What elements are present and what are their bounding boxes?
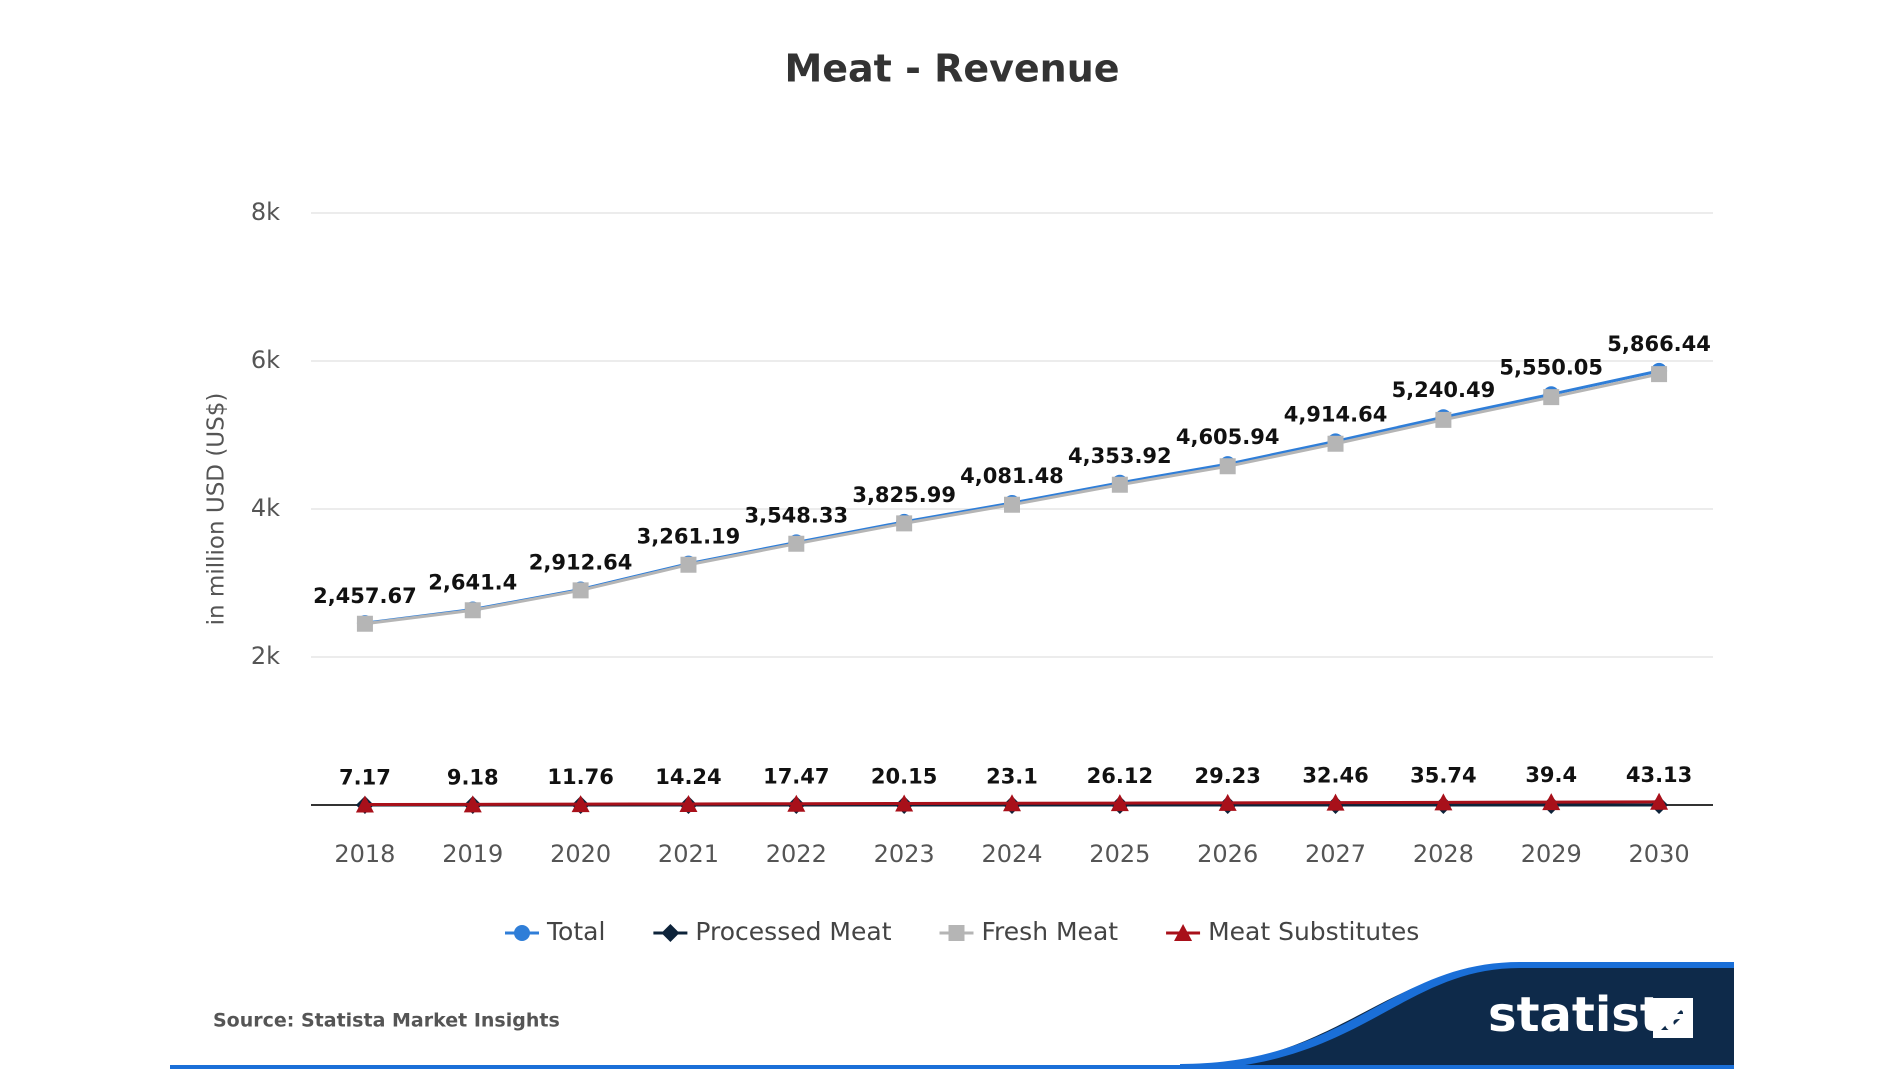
logo-icon [1653, 998, 1693, 1038]
x-tick-label: 2027 [1305, 840, 1366, 868]
point [1218, 793, 1237, 811]
point [679, 794, 698, 812]
point [1219, 458, 1236, 475]
data-label: 23.1 [986, 764, 1038, 788]
data-label: 20.15 [871, 765, 937, 789]
point [572, 582, 589, 599]
legend-label: Processed Meat [695, 917, 891, 946]
point [514, 925, 530, 941]
data-label: 9.18 [447, 765, 499, 789]
data-label: 39.4 [1525, 763, 1577, 787]
data-label: 3,548.33 [744, 503, 848, 527]
data-label: 4,353.92 [1068, 444, 1172, 468]
x-tick-label: 2030 [1629, 840, 1690, 868]
point [1174, 924, 1193, 941]
legend-label: Fresh Meat [982, 917, 1119, 946]
data-label: 11.76 [547, 765, 613, 789]
logo-wave [1180, 962, 1734, 1069]
data-label: 2,912.64 [529, 550, 633, 574]
x-tick-label: 2022 [766, 840, 827, 868]
data-label: 14.24 [655, 765, 721, 789]
x-tick-label: 2025 [1089, 840, 1150, 868]
point [464, 602, 481, 619]
point [571, 795, 590, 813]
source: Source: Statista Market Insights [213, 1010, 560, 1032]
y-tick-label: 2k [251, 642, 280, 670]
point [1004, 496, 1020, 513]
data-label: 2,457.67 [313, 584, 417, 608]
legend-item[interactable]: Meat Substitutes [1166, 917, 1419, 946]
point [1326, 793, 1345, 811]
legend-item[interactable]: Total [505, 917, 605, 946]
point [1435, 411, 1452, 428]
point [1651, 366, 1668, 383]
x-tick-label: 2024 [981, 840, 1042, 868]
data-label: 2,641.4 [428, 571, 517, 595]
x-tick-label: 2020 [550, 840, 611, 868]
point [1542, 793, 1561, 811]
legend-label: Meat Substitutes [1208, 917, 1419, 946]
point [1003, 794, 1021, 812]
x-tick-label: 2018 [334, 840, 395, 868]
data-label: 7.17 [339, 765, 391, 789]
data-label: 4,081.48 [960, 464, 1064, 488]
y-tick-label: 6k [251, 346, 280, 374]
y-tick-label: 4k [251, 494, 280, 522]
point [463, 795, 482, 813]
point [1111, 476, 1128, 493]
point [356, 615, 373, 632]
point [896, 515, 913, 532]
x-tick-label: 2019 [442, 840, 503, 868]
point [948, 925, 965, 941]
legend-item[interactable]: Fresh Meat [939, 917, 1119, 946]
data-label: 32.46 [1302, 764, 1368, 788]
data-label: 5,240.49 [1392, 378, 1496, 402]
data-label: 5,866.44 [1607, 332, 1711, 356]
legend-label: Total [546, 917, 605, 946]
point [787, 794, 806, 812]
x-tick-label: 2023 [874, 840, 935, 868]
x-tick-label: 2021 [658, 840, 719, 868]
data-label: 26.12 [1087, 764, 1153, 788]
point [1327, 435, 1344, 452]
data-label: 17.47 [763, 765, 829, 789]
data-label: 3,825.99 [852, 483, 956, 507]
chart-title: Meat - Revenue [784, 47, 1119, 91]
data-label: 5,550.05 [1499, 355, 1603, 379]
data-label: 35.74 [1410, 763, 1476, 787]
point [661, 924, 680, 942]
point [1110, 794, 1129, 812]
point [895, 794, 914, 812]
data-label: 3,261.19 [637, 525, 741, 549]
point [1543, 389, 1560, 406]
x-tick-label: 2026 [1197, 840, 1258, 868]
data-label: 29.23 [1194, 764, 1260, 788]
x-tick-label: 2029 [1521, 840, 1582, 868]
point [680, 556, 697, 573]
legend-item[interactable]: Processed Meat [653, 917, 892, 946]
y-axis-label: in million USD (US$) [204, 393, 230, 626]
data-label: 43.13 [1626, 763, 1692, 787]
point [1434, 793, 1453, 811]
point [355, 795, 374, 813]
data-label: 4,605.94 [1176, 425, 1280, 449]
point [1650, 792, 1669, 810]
point [788, 535, 805, 552]
data-label: 4,914.64 [1284, 402, 1388, 426]
y-tick-label: 8k [251, 198, 280, 226]
x-tick-label: 2028 [1413, 840, 1474, 868]
